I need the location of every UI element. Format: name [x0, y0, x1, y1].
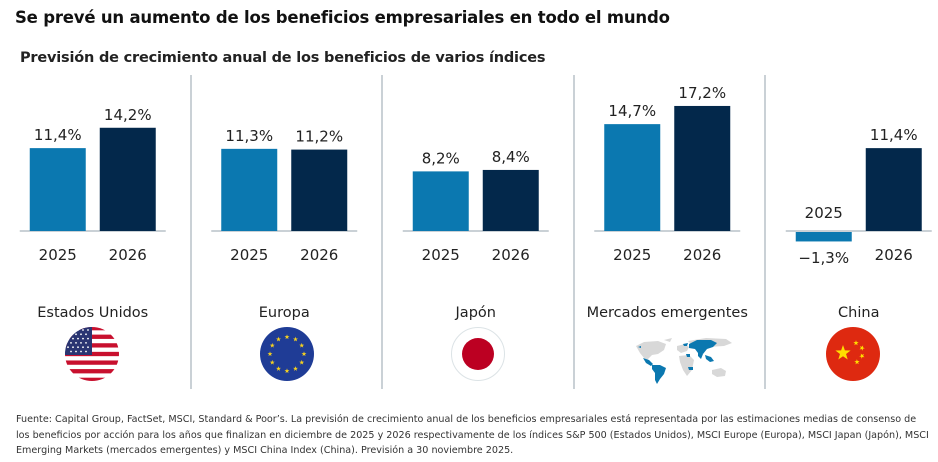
flag-stripe — [65, 360, 119, 365]
flag-star — [77, 329, 79, 331]
flag-star — [82, 346, 84, 349]
panel-mercados-emergentes: 14,7% 2025 17,2% 2026 Mercados emergentes — [587, 84, 748, 321]
flag-star — [82, 337, 84, 340]
value-label: 11,4% — [34, 126, 82, 144]
flag-stripe — [65, 369, 119, 374]
year-label: 2025 — [805, 204, 843, 222]
usa-flag-icon — [65, 327, 119, 381]
bar-2025 — [29, 148, 86, 231]
world-map-icon — [636, 338, 732, 384]
value-label: 11,3% — [225, 127, 273, 145]
flag-star — [67, 346, 69, 349]
flag-star — [82, 329, 84, 331]
bar-2026 — [99, 127, 156, 231]
flag-star — [80, 333, 82, 336]
panel-china: −1,3% 2025 11,4% 2026 China — [785, 126, 932, 321]
flag-star — [80, 342, 82, 344]
chart-subtitle: Previsión de crecimiento anual de los be… — [20, 50, 546, 66]
flag-star — [75, 350, 77, 353]
flag-star — [854, 359, 860, 365]
bar-2026 — [674, 105, 731, 231]
flag-star — [77, 337, 79, 340]
flag-star — [75, 333, 77, 336]
bar-2025 — [221, 148, 278, 231]
region-label: Estados Unidos — [37, 305, 148, 321]
bar-chart: 11,4% 2025 14,2% 2026 Estados Unidos 11,3% 202… — [19, 75, 932, 389]
value-label: 11,2% — [295, 128, 343, 146]
bar-2025 — [604, 124, 661, 231]
panel-europa: 11,3% 2025 11,2% 2026 Europa — [211, 127, 358, 321]
panel-estados-unidos: 11,4% 2025 14,2% 2026 Estados Unidos — [19, 106, 166, 321]
year-label: 2026 — [875, 246, 913, 264]
flag-star — [859, 345, 865, 351]
year-label: 2026 — [683, 246, 721, 264]
flag-star — [72, 346, 74, 349]
japan-flag-icon — [451, 327, 505, 381]
value-label: 14,7% — [608, 102, 656, 120]
year-label: 2025 — [230, 246, 268, 264]
china-flag-icon — [826, 327, 880, 381]
flag-star — [80, 350, 82, 353]
flag-star — [853, 340, 859, 346]
flag-star — [284, 334, 290, 340]
flag-star — [85, 350, 87, 353]
chart-title: Se prevé un aumento de los beneficios em… — [15, 8, 670, 27]
flag-star — [293, 366, 298, 371]
year-label: 2026 — [492, 246, 530, 264]
flag-star — [293, 336, 298, 342]
year-label: 2025 — [613, 246, 651, 264]
flag-star — [70, 333, 72, 336]
flag-star — [87, 329, 89, 331]
panel-japón: 8,2% 2025 8,4% 2026 Japón — [402, 148, 549, 321]
source-footnote: Fuente: Capital Group, FactSet, MSCI, St… — [16, 414, 929, 456]
bar-2025 — [412, 171, 469, 231]
flag-star — [87, 337, 89, 340]
region-label: Japón — [455, 305, 496, 321]
flag-star — [269, 359, 275, 365]
value-label: 11,4% — [870, 126, 918, 144]
flag-star — [269, 342, 275, 348]
value-label: 17,2% — [678, 84, 726, 102]
flag-star — [67, 337, 69, 340]
flag-star — [70, 342, 72, 344]
flag-star — [267, 351, 273, 357]
flag-star — [72, 329, 74, 331]
region-label: Mercados emergentes — [587, 305, 748, 321]
year-label: 2025 — [39, 246, 77, 264]
flag-star — [70, 350, 72, 353]
eu-flag-icon — [260, 327, 314, 381]
flag-star — [72, 337, 74, 340]
flag-star — [85, 333, 87, 336]
flag-star — [87, 346, 89, 349]
year-label: 2026 — [300, 246, 338, 264]
flag-star — [276, 336, 281, 342]
flag-star — [299, 359, 305, 365]
year-label: 2026 — [109, 246, 147, 264]
flag-star — [284, 368, 290, 374]
flag-star — [835, 345, 851, 360]
year-label: 2025 — [422, 246, 460, 264]
flag-star — [75, 342, 77, 344]
bar-2026 — [482, 169, 539, 231]
bar-2026 — [865, 148, 922, 231]
value-label: 14,2% — [104, 106, 152, 124]
flag-star — [299, 342, 305, 348]
flag-star — [276, 366, 281, 371]
flag-star — [67, 329, 69, 331]
bar-2025 — [795, 232, 852, 242]
value-label: 8,2% — [422, 149, 460, 167]
region-label: China — [838, 305, 879, 321]
flag-stripe — [65, 377, 119, 381]
value-label: 8,4% — [492, 148, 530, 166]
flag-star — [85, 342, 87, 344]
panel-dividers — [190, 75, 766, 389]
flag-star — [301, 351, 307, 357]
flag-star — [859, 353, 865, 359]
flag-star — [77, 346, 79, 349]
region-label: Europa — [259, 305, 310, 321]
value-label: −1,3% — [798, 249, 849, 267]
bar-2026 — [291, 149, 348, 231]
